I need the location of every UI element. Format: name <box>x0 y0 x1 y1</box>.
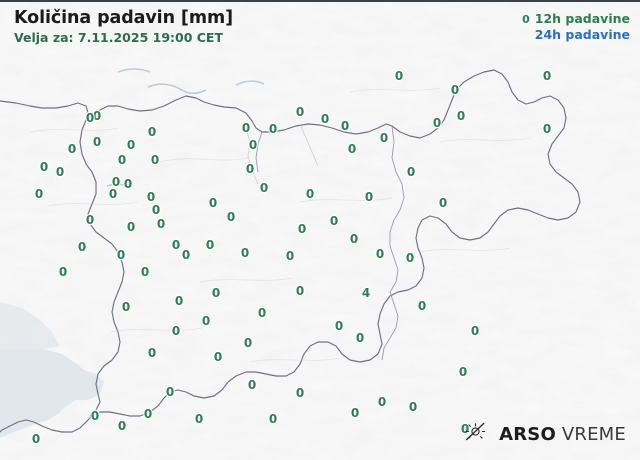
arso-light-text: VREME <box>561 423 626 445</box>
sea-adriatic-north <box>0 302 60 349</box>
internal-boundaries <box>255 125 405 361</box>
arso-wordmark: ARSO VREME <box>499 424 626 445</box>
legend: 0 12h padavine 0 24h padavine <box>522 11 630 43</box>
hillshade-strokes <box>29 87 531 363</box>
sea-adriatic <box>0 349 104 438</box>
arso-bold-text: ARSO <box>499 423 556 445</box>
legend-item-12h: 0 12h padavine <box>522 11 630 27</box>
legend-item-24h: 0 24h padavine <box>522 27 630 43</box>
sun-crossed-icon <box>464 421 486 447</box>
legend-label-24h: 24h padavine <box>534 27 630 42</box>
legend-label-12h: 12h padavine <box>534 11 630 26</box>
slovenia-national-border <box>0 69 581 433</box>
rivers <box>245 123 319 185</box>
legend-swatch-12h: 0 <box>522 13 530 26</box>
arso-logo: ARSO VREME <box>464 421 626 447</box>
border-italy-west <box>79 119 125 417</box>
water-bodies <box>106 68 265 189</box>
